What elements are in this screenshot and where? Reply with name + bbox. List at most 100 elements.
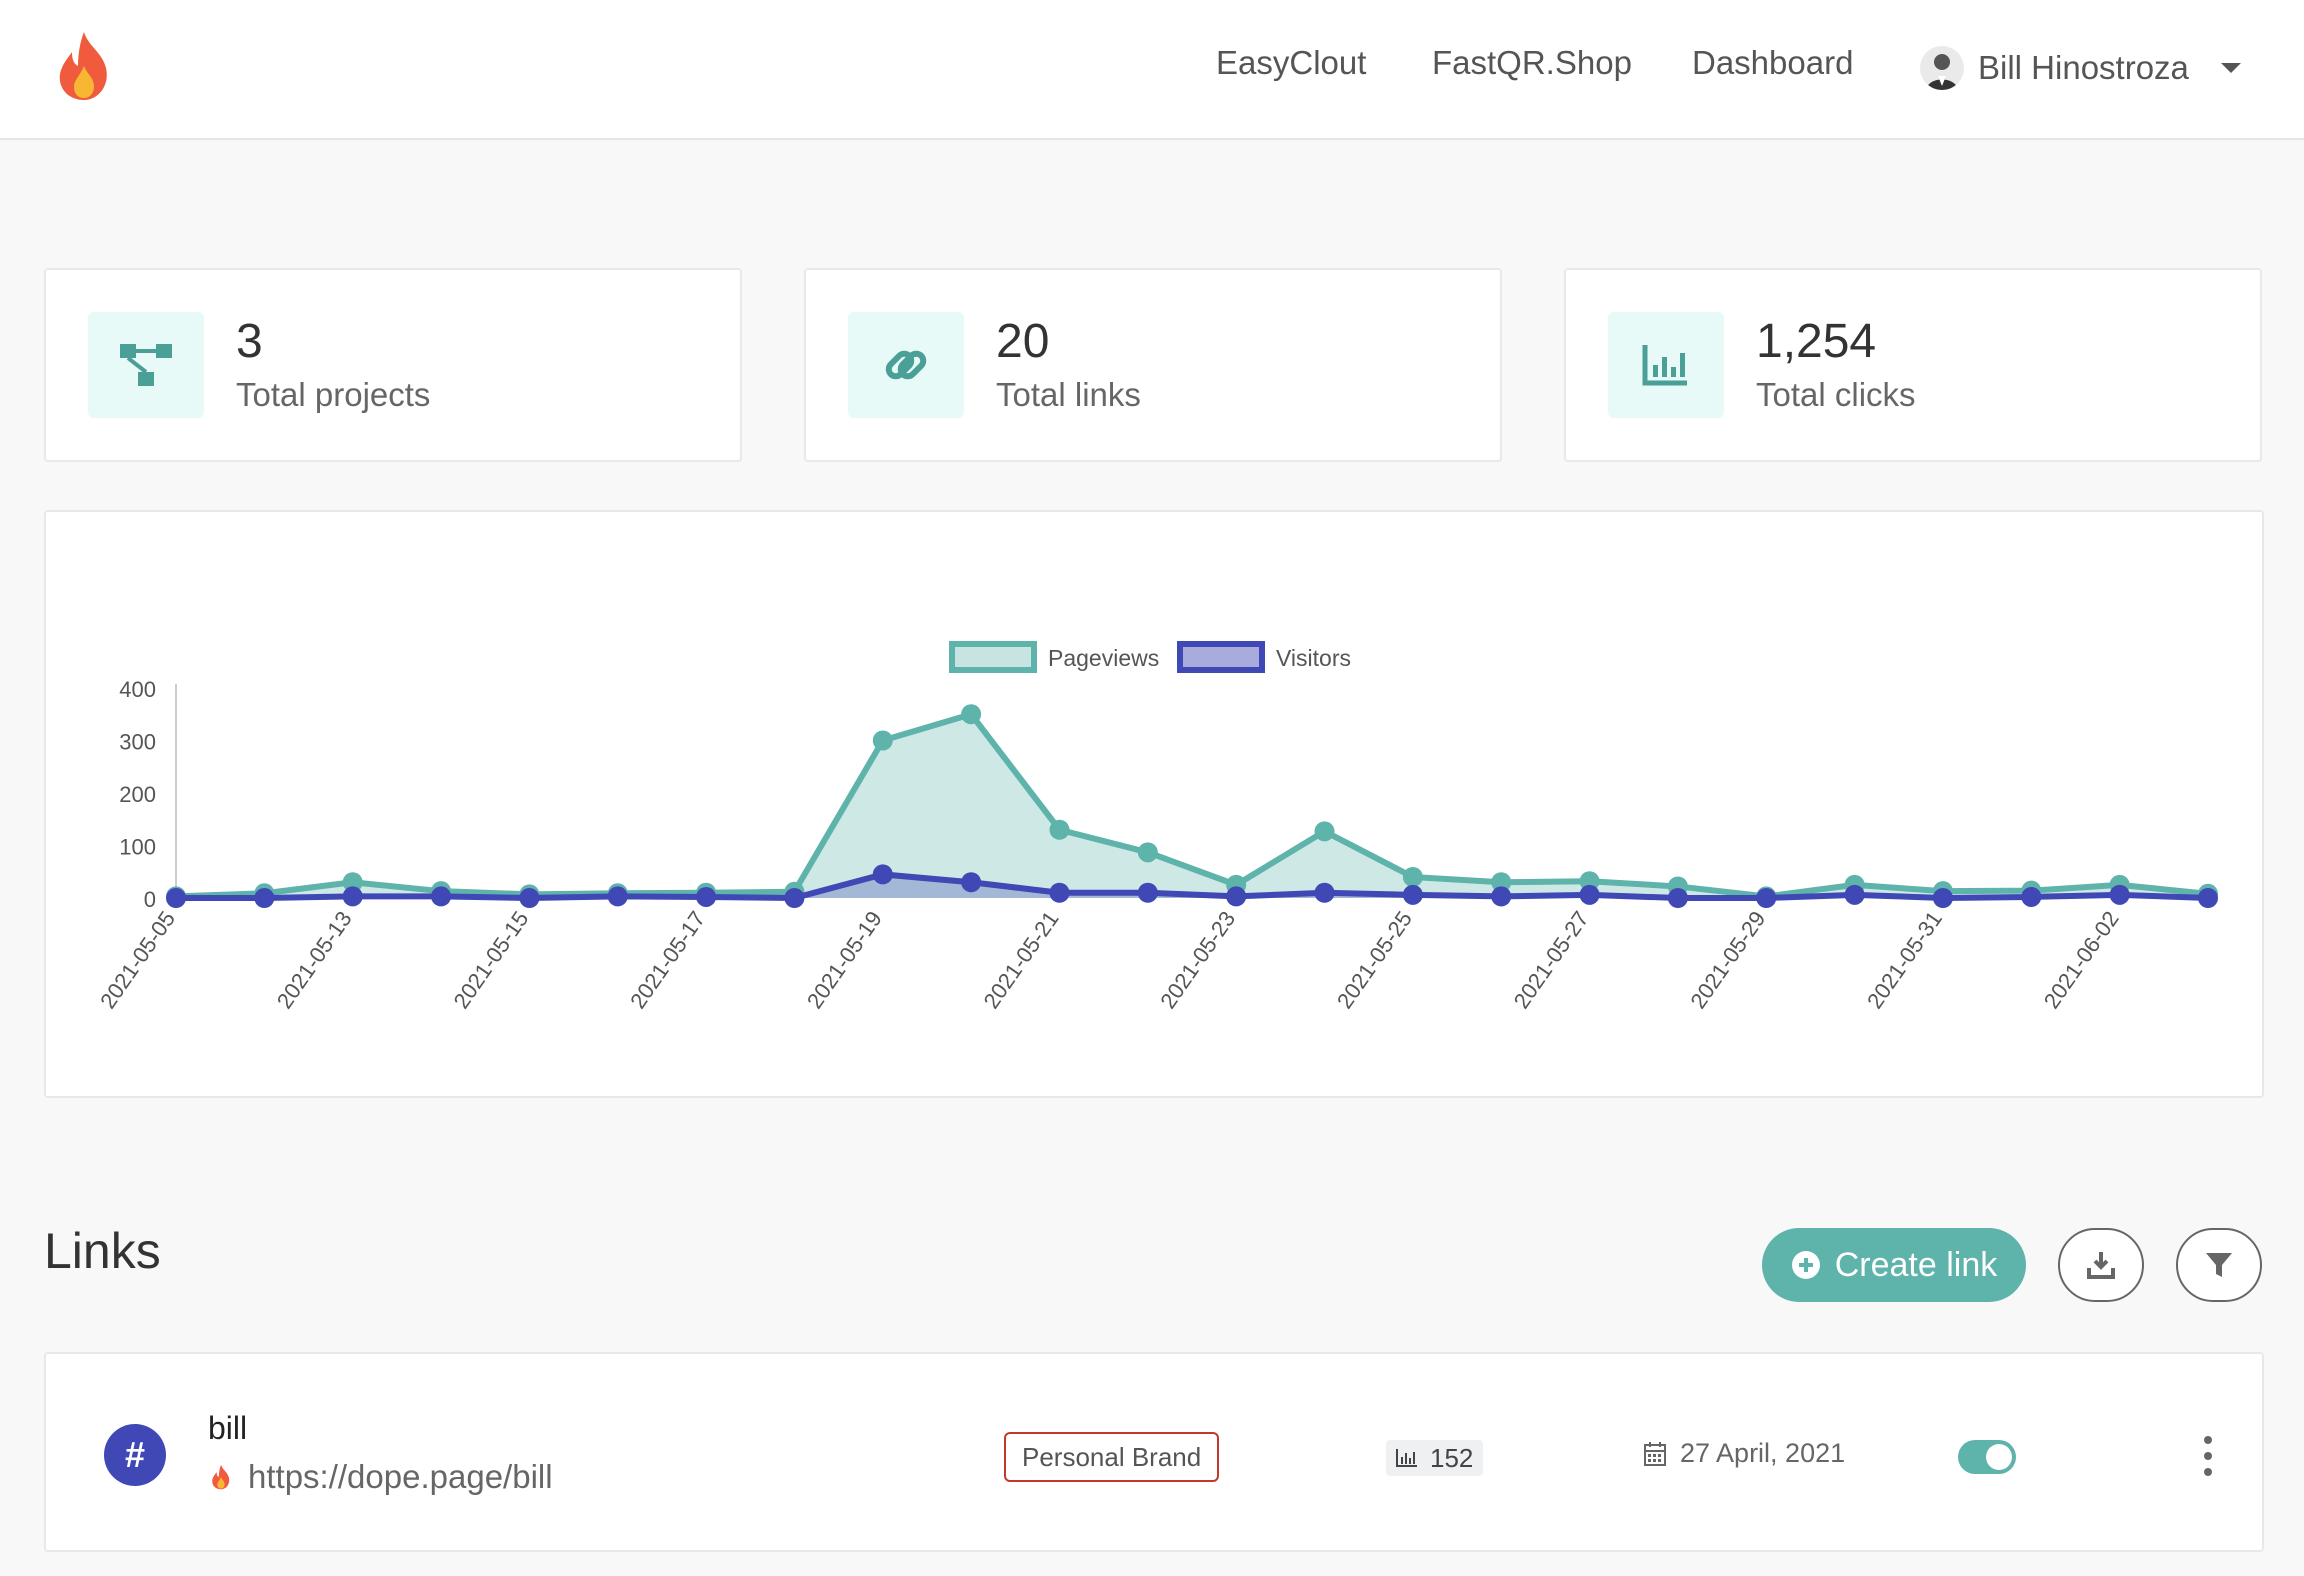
x-tick-label: 2021-05-29 [1685,907,1770,1014]
data-point-pageviews [872,730,893,751]
top-navbar: EasyClout FastQR.Shop Dashboard Bill Hin… [0,0,2304,140]
stat-label: Total links [996,376,1141,413]
traffic-line-chart: 0 100 200 300 400 2021-05-05 2021-05-13 2021-05… [95,641,2218,1014]
y-tick-label: 200 [119,782,156,807]
data-point-visitors [1844,884,1865,905]
legend-label: Visitors [1276,645,1351,671]
nav-link-fastqr[interactable]: FastQR.Shop [1432,44,1632,81]
stat-value: 1,254 [1756,315,1877,368]
stat-card-links: 20 Total links [804,268,1502,462]
data-point-pageviews [1314,821,1335,842]
data-point-visitors [2109,884,2130,905]
download-icon [2087,1252,2115,1279]
project-tag[interactable]: Personal Brand [1004,1432,1220,1482]
user-menu[interactable]: Bill Hinostroza [1920,38,2241,98]
x-tick-label: 2021-05-17 [625,907,710,1014]
data-point-visitors [254,888,275,908]
data-point-visitors [1756,888,1777,908]
y-tick-label: 100 [119,835,156,860]
data-point-pageviews [1491,872,1512,893]
x-tick-label: 2021-05-25 [1332,907,1417,1014]
link-enabled-toggle[interactable] [1958,1440,2016,1474]
data-point-visitors [607,886,628,907]
data-point-visitors [1049,882,1070,903]
stat-card-clicks: 1,254 Total clicks [1564,268,2262,462]
nav-link-easyclout[interactable]: EasyClout [1216,44,1367,81]
data-point-pageviews [1402,867,1423,887]
plus-circle-icon [1791,1251,1820,1279]
data-point-visitors [1491,886,1512,907]
bar-chart-icon [1396,1449,1417,1467]
download-button[interactable] [2058,1228,2144,1302]
y-tick-label: 300 [119,730,156,755]
link-name[interactable]: bill [208,1410,248,1446]
data-point-visitors [2198,888,2218,908]
create-link-label: Create link [1834,1245,1998,1284]
toggle-knob [1986,1444,2012,1470]
fire-logo-icon[interactable] [54,30,114,102]
data-point-pageviews [1137,842,1158,863]
data-point-pageviews [342,872,363,893]
x-tick-label: 2021-05-21 [979,907,1064,1014]
filter-icon [2206,1253,2232,1277]
data-point-visitors [1314,882,1335,903]
data-point-pageviews [961,704,982,725]
legend-swatch [1177,641,1265,673]
avatar [1920,46,1964,90]
data-point-visitors [696,886,717,907]
series-line-visitors [176,871,2209,901]
traffic-chart-card: 0 100 200 300 400 2021-05-05 2021-05-13 2021-05… [44,510,2264,1098]
more-options-icon[interactable] [2196,1436,2220,1476]
series-line-pageviews [175,711,2209,900]
filter-button[interactable] [2176,1228,2262,1302]
x-tick-label: 2021-05-15 [448,907,533,1014]
data-point-visitors [1226,886,1247,907]
x-tick-label: 2021-05-23 [1155,907,1240,1014]
nav-link-dashboard[interactable]: Dashboard [1692,44,1854,81]
stat-label: Total projects [236,376,431,413]
x-tick-label: 2021-05-27 [1509,907,1594,1014]
data-point-visitors [2021,886,2042,907]
legend-label: Pageviews [1048,645,1159,671]
fire-icon [212,1464,230,1490]
x-tick-label: 2021-05-13 [272,907,357,1014]
user-name: Bill Hinostroza [1978,49,2189,86]
stat-value: 20 [996,315,1050,368]
data-point-visitors [784,888,805,908]
data-point-pageviews [1049,819,1070,840]
data-point-visitors [1137,882,1158,903]
create-link-button[interactable]: Create link [1762,1228,2026,1302]
data-point-visitors [519,888,540,908]
data-point-visitors [961,872,982,893]
data-point-visitors [1579,884,1600,905]
click-count-badge: 152 [1386,1440,1484,1476]
x-tick-label: 2021-06-02 [2039,907,2124,1014]
user-avatar-icon [1926,54,1958,90]
project-tree-icon [88,312,204,418]
y-tick-label: 0 [144,887,156,912]
x-tick-label: 2021-05-05 [95,907,180,1014]
bar-chart-icon [1608,312,1724,418]
created-date-text: 27 April, 2021 [1680,1438,1846,1468]
y-tick-label: 400 [119,677,156,702]
stat-value: 3 [236,315,263,368]
data-point-visitors [166,888,186,908]
click-count: 152 [1430,1442,1474,1473]
chevron-down-icon [2220,63,2241,73]
link-row[interactable]: # bill https://dope.page/bill Personal B… [44,1352,2264,1552]
data-point-visitors [342,886,363,907]
data-point-visitors [872,864,893,885]
x-tick-label: 2021-05-31 [1862,907,1947,1014]
links-heading: Links [44,1223,161,1279]
data-point-visitors [431,886,452,907]
created-date: 27 April, 2021 [1644,1438,1845,1469]
hash-badge: # [104,1424,166,1486]
link-url-row[interactable]: https://dope.page/bill [210,1458,553,1496]
calendar-icon [1644,1441,1666,1466]
data-point-visitors [1402,884,1423,905]
link-url[interactable]: https://dope.page/bill [248,1458,553,1495]
stat-card-projects: 3 Total projects [44,268,742,462]
data-point-visitors [1667,888,1688,908]
legend-swatch [949,641,1037,673]
data-point-visitors [1932,888,1953,908]
